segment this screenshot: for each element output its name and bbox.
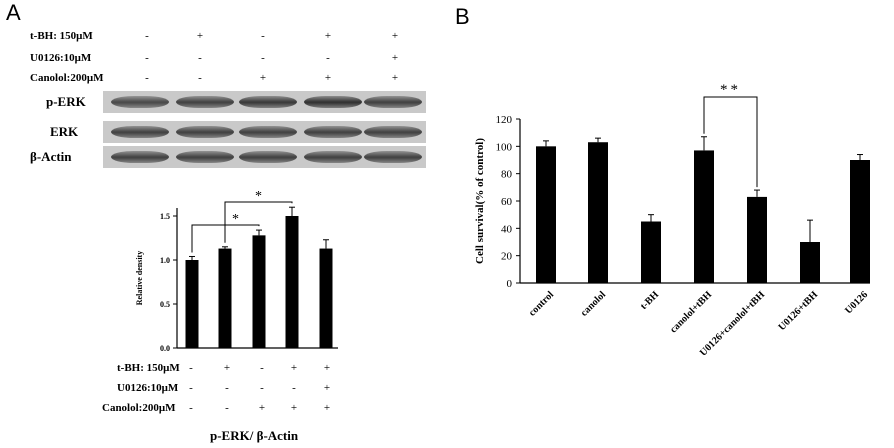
y-tick-label: 120 [496,114,513,126]
bar [850,160,870,283]
y-tick-label: 100 [496,141,513,153]
condition-sign: - [189,382,193,394]
blot-band [239,125,297,139]
y-tick-label: 40 [501,223,513,235]
x-tick-label: U0126+tBH [776,289,820,333]
blot-band [364,95,422,109]
condition-sign: + [324,72,332,84]
significance-bracket [703,96,758,188]
blot-band [364,125,422,139]
blot-band [176,150,234,164]
condition-label: U0126:10μM [117,382,179,394]
cell-survival-chart: 0 20 40 60 80 100 120 Cell survival(% of contro… [474,82,870,359]
condition-sign: + [290,402,298,414]
x-tick-label: canolol+tBH [668,289,714,335]
panel-a-letter: A [6,0,21,25]
significance-star: ** [720,82,741,98]
bar [536,146,556,283]
condition-sign: + [323,382,331,394]
condition-sign: + [323,402,331,414]
bar [285,216,299,348]
blot-band [304,125,362,139]
y-tick-label: 0.5 [160,300,170,309]
bar [747,196,767,283]
blot-band [364,150,422,164]
condition-label: t-BH: 150μM [117,362,180,374]
condition-sign: + [391,72,399,84]
bar [218,248,232,348]
condition-label: Canolol:200μM [102,402,176,414]
condition-sign: + [290,362,298,374]
chart-a-caption: p-ERK/ β-Actin [210,428,299,443]
condition-sign: + [323,362,331,374]
relative-density-chart: 0.0 0.5 1.0 1.5 Relative density * * [135,189,338,353]
condition-sign: - [260,382,264,394]
y-tick-label: 60 [501,196,513,208]
blot-band [176,95,234,109]
panel-b-letter: B [455,4,470,29]
bar [185,260,199,348]
blot-band [111,125,169,139]
condition-sign: + [259,72,267,84]
condition-sign: - [225,382,229,394]
y-tick-label: 1.0 [160,256,170,265]
condition-sign: + [324,30,332,42]
condition-sign: - [198,72,202,84]
condition-sign: - [198,52,202,64]
condition-sign: + [196,30,204,42]
blot-strip [103,91,426,113]
bar [694,150,714,283]
blot-band [111,95,169,109]
blot-band [304,95,362,109]
bar [252,235,266,348]
condition-sign: + [391,30,399,42]
blot-label: ERK [50,124,79,139]
blot-label: p-ERK [46,94,86,109]
y-tick-label: 20 [501,251,513,263]
x-tick-label: control [527,289,556,318]
condition-sign: - [261,30,265,42]
condition-sign: - [261,52,265,64]
bar [641,221,661,283]
bar [319,248,333,348]
blot-label: β-Actin [30,149,72,164]
significance-star: * [232,212,239,227]
blot-band [304,150,362,164]
condition-sign: - [189,362,193,374]
condition-sign: + [391,52,399,64]
x-tick-label: canolol [579,289,609,319]
condition-sign: - [145,30,149,42]
blot-band [111,150,169,164]
y-axis-label: Relative density [135,251,144,305]
x-tick-label: U0126 [843,289,870,316]
blot-strip [103,121,426,143]
blot-strip [103,146,426,168]
significance-bracket [224,201,293,243]
condition-sign: - [260,362,264,374]
significance-star: * [255,189,262,204]
y-tick-label: 0 [507,278,513,290]
bar [588,142,608,283]
x-tick-label: t-BH [638,289,661,312]
bar [800,242,820,283]
condition-label: t-BH: 150μM [30,30,93,42]
condition-label: Canolol:200μM [30,72,104,84]
y-tick-label: 0.0 [160,344,170,353]
condition-sign: - [145,52,149,64]
condition-sign: - [326,52,330,64]
condition-label: U0126:10μM [30,52,92,64]
blot-band [239,95,297,109]
condition-sign: - [225,402,229,414]
blot-band [176,125,234,139]
y-tick-label: 80 [501,169,513,181]
blot-band [239,150,297,164]
condition-sign: - [145,72,149,84]
condition-sign: + [258,402,266,414]
condition-sign: + [223,362,231,374]
y-tick-label: 1.5 [160,212,170,221]
y-axis-label: Cell survival(% of control) [474,138,486,264]
condition-sign: - [292,382,296,394]
condition-sign: - [189,402,193,414]
